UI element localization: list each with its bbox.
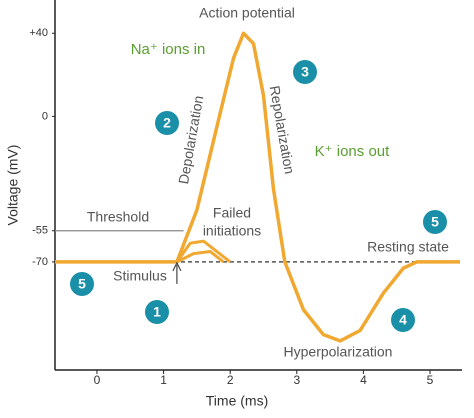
badge — [145, 300, 169, 324]
badge-label: 3 — [301, 64, 309, 80]
annotation: Threshold — [87, 209, 149, 225]
badge-label: 2 — [163, 115, 171, 131]
x-tick-label: 3 — [293, 373, 300, 387]
annotation: Stimulus — [113, 268, 167, 284]
badge — [155, 111, 179, 135]
line — [55, 31, 460, 343]
badge-label: 1 — [153, 304, 161, 320]
annotation: Action potential — [199, 5, 295, 21]
y-tick-label: -55 — [32, 225, 48, 237]
line — [176, 250, 225, 264]
annotation: Depolarization — [175, 94, 206, 185]
x-axis-label: Time (ms) — [206, 393, 268, 409]
badge-label: 5 — [78, 276, 86, 292]
stimulus-arrowhead — [172, 261, 182, 272]
y-tick-label: -70 — [32, 256, 48, 268]
badge — [423, 210, 447, 234]
x-tick-label: 1 — [160, 373, 167, 387]
annotation: Na⁺ ions in — [131, 41, 206, 58]
badge-label: 4 — [399, 312, 407, 328]
y-tick-label: 0 — [42, 110, 48, 122]
badge — [391, 308, 415, 332]
badge-label: 5 — [431, 214, 439, 230]
x-tick-label: 5 — [427, 373, 434, 387]
x-tick-label: 0 — [94, 373, 101, 387]
x-tick-label: 4 — [360, 373, 367, 387]
annotation: K⁺ ions out — [315, 143, 390, 160]
badge — [70, 272, 94, 296]
badge — [293, 60, 317, 84]
y-tick-label: +40 — [29, 27, 48, 39]
annotation: Hyperpolarization — [284, 344, 393, 360]
annotation: Failed — [213, 205, 251, 221]
annotation: initiations — [203, 223, 261, 239]
annotation: Resting state — [367, 239, 449, 255]
line — [175, 239, 232, 264]
x-tick-label: 2 — [227, 373, 234, 387]
y-axis-label: Voltage (mV) — [5, 145, 21, 226]
